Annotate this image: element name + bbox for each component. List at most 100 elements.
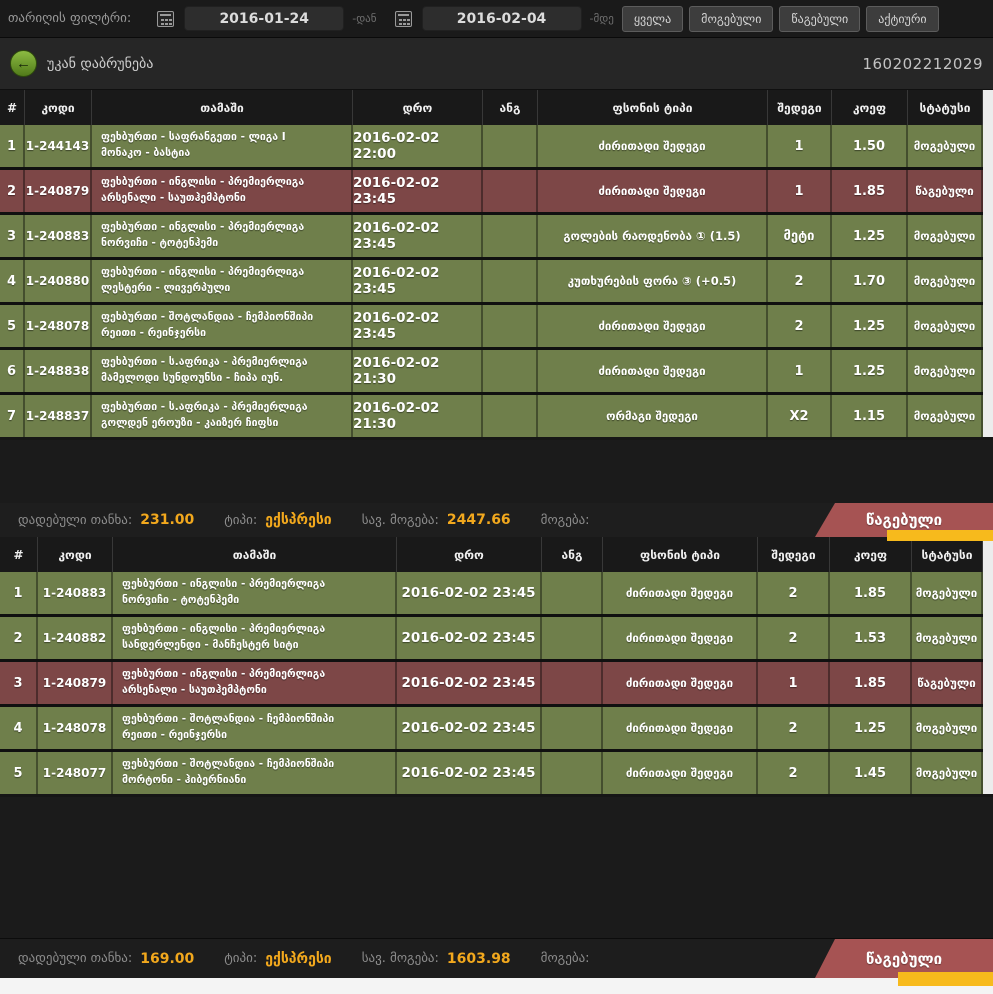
column-header-num: # — [0, 90, 25, 125]
column-header-score: ანგ — [483, 90, 538, 125]
bets-table-1: # კოდი თამაში დრო ანგ ფსონის ტიპი შედეგი… — [0, 90, 993, 437]
column-header-status: სტატუსი — [912, 537, 983, 572]
cell-bet-type: ძირითადი შედეგი — [538, 305, 768, 347]
column-header-odds: კოეფ — [832, 90, 908, 125]
date-to-input[interactable] — [421, 6, 582, 31]
cell-odds: 1.25 — [832, 350, 908, 392]
bet-row: 3 1-240883 ფეხბურთი - ინგლისი - პრემიერლ… — [0, 215, 983, 257]
cell-pick: 2 — [758, 572, 830, 614]
cell-code: 1-244143 — [25, 125, 92, 167]
cell-bet-type: ძირითადი შედეგი — [538, 125, 768, 167]
date-filter-label: თარიღის ფილტრი: — [8, 11, 132, 26]
cell-score — [483, 215, 538, 257]
column-header-odds: კოეფ — [830, 537, 912, 572]
potential-label: სავ. მოგება: — [361, 512, 439, 528]
ticket-1-summary: დადებული თანხა: 231.00 ტიპი: ექსპრესი სა… — [0, 503, 993, 541]
calendar-icon[interactable] — [394, 10, 412, 27]
cell-odds: 1.50 — [832, 125, 908, 167]
table-header-row: # კოდი თამაში დრო ანგ ფსონის ტიპი შედეგი… — [0, 90, 983, 125]
cell-status: წაგებული — [912, 662, 983, 704]
scrollbar-track[interactable] — [983, 537, 993, 794]
cell-bet-type: ორმაგი შედეგი — [538, 395, 768, 437]
cell-num: 2 — [0, 170, 25, 212]
potential-value: 2447.66 — [446, 512, 511, 528]
column-header-code: კოდი — [25, 90, 92, 125]
cell-time: 2016-02-02 21:30 — [353, 350, 483, 392]
calendar-icon[interactable] — [157, 10, 175, 27]
cell-game: ფეხბურთი - ინგლისი - პრემიერლიგა ნორვიჩი… — [92, 215, 353, 257]
cell-odds: 1.85 — [830, 572, 912, 614]
cell-status: მოგებული — [908, 260, 983, 302]
cell-time: 2016-02-02 23:45 — [353, 215, 483, 257]
cell-game: ფეხბურთი - ინგლისი - პრემიერლიგა ნორვიჩი… — [113, 572, 397, 614]
back-arrow-icon: ← — [16, 55, 31, 72]
cell-status: მოგებული — [912, 707, 983, 749]
cell-pick: 2 — [758, 752, 830, 794]
cell-game: ფეხბურთი - ინგლისი - პრემიერლიგა ლესტერი… — [92, 260, 353, 302]
game-match: მონაკო - ბასტია — [101, 147, 191, 159]
cell-odds: 1.25 — [832, 305, 908, 347]
filter-won-button[interactable]: მოგებული — [689, 5, 774, 32]
filter-lost-button[interactable]: წაგებული — [779, 5, 861, 32]
column-header-time: დრო — [397, 537, 542, 572]
bet-row: 5 1-248077 ფეხბურთი - შოტლანდია - ჩემპიო… — [0, 752, 983, 794]
cell-time: 2016-02-02 21:30 — [353, 395, 483, 437]
cell-bet-type: ძირითადი შედეგი — [603, 707, 758, 749]
bet-row: 4 1-248078 ფეხბურთი - შოტლანდია - ჩემპიო… — [0, 707, 983, 749]
date-to-suffix: -მდე — [589, 12, 614, 25]
game-match: რეითი - რეინჯერსი — [101, 327, 207, 339]
accent-underline — [887, 530, 993, 541]
type-label: ტიპი: — [224, 951, 258, 966]
cell-code: 1-240883 — [38, 572, 113, 614]
cell-pick: 2 — [758, 707, 830, 749]
column-header-code: კოდი — [38, 537, 113, 572]
cell-code: 1-240883 — [25, 215, 92, 257]
cell-pick: მეტი — [768, 215, 832, 257]
accent-underline — [898, 972, 993, 986]
date-from-input[interactable] — [184, 6, 345, 31]
filter-buttons-group: ყველა მოგებული წაგებული აქტიური — [621, 5, 939, 32]
game-league: ფეხბურთი - ინგლისი - პრემიერლიგა — [101, 221, 305, 234]
filter-all-button[interactable]: ყველა — [621, 5, 684, 32]
bet-row: 1 1-244143 ფეხბურთი - საფრანგეთი - ლიგა … — [0, 125, 983, 167]
cell-score — [483, 395, 538, 437]
result-banner: წაგებული — [815, 939, 993, 978]
back-label: უკან დაბრუნება — [47, 55, 154, 72]
column-header-game: თამაში — [113, 537, 397, 572]
cell-code: 1-240879 — [38, 662, 113, 704]
cell-game: ფეხბურთი - ს.აფრიკა - პრემიერლიგა მამელო… — [92, 350, 353, 392]
cell-bet-type: გოლების რაოდენობა ① (1.5) — [538, 215, 768, 257]
bet-row: 2 1-240882 ფეხბურთი - ინგლისი - პრემიერლ… — [0, 617, 983, 659]
game-match: არსენალი - საუთჰემპტონი — [101, 192, 246, 204]
table-header-row: # კოდი თამაში დრო ანგ ფსონის ტიპი შედეგი… — [0, 537, 983, 572]
type-label: ტიპი: — [224, 512, 258, 528]
game-league: ფეხბურთი - ინგლისი - პრემიერლიგა — [101, 266, 305, 279]
scrollbar-track[interactable] — [983, 90, 993, 437]
cell-pick: 2 — [768, 305, 832, 347]
section-spacer — [0, 797, 993, 938]
cell-code: 1-248078 — [25, 305, 92, 347]
back-button[interactable]: ← — [10, 50, 37, 77]
cell-time: 2016-02-02 22:00 — [353, 125, 483, 167]
column-header-game: თამაში — [92, 90, 353, 125]
potential-label: სავ. მოგება: — [361, 951, 439, 966]
game-league: ფეხბურთი - შოტლანდია - ჩემპიონშიპი — [122, 758, 335, 771]
game-league: ფეხბურთი - ს.აფრიკა - პრემიერლიგა — [101, 356, 308, 369]
date-filter-bar: თარიღის ფილტრი: -დან -მდე ყველა მოგებული… — [0, 0, 993, 38]
cell-game: ფეხბურთი - ინგლისი - პრემიერლიგა სანდერლ… — [113, 617, 397, 659]
type-value: ექსპრესი — [265, 512, 332, 528]
cell-odds: 1.85 — [832, 170, 908, 212]
cell-score — [542, 617, 603, 659]
game-league: ფეხბურთი - შოტლანდია - ჩემპიონშიპი — [122, 713, 335, 726]
game-match: არსენალი - საუთჰემპტონი — [122, 684, 267, 696]
game-match: რეითი - რეინჯერსი — [122, 729, 228, 741]
stake-value: 169.00 — [140, 950, 195, 967]
bet-row: 3 1-240879 ფეხბურთი - ინგლისი - პრემიერლ… — [0, 662, 983, 704]
cell-num: 6 — [0, 350, 25, 392]
cell-pick: 1 — [768, 125, 832, 167]
column-header-pick: შედეგი — [768, 90, 832, 125]
game-match: სანდერლენდი - მანჩესტერ სიტი — [122, 639, 299, 651]
filter-active-button[interactable]: აქტიური — [866, 5, 939, 32]
cell-game: ფეხბურთი - შოტლანდია - ჩემპიონშიპი რეითი… — [113, 707, 397, 749]
cell-num: 2 — [0, 617, 38, 659]
